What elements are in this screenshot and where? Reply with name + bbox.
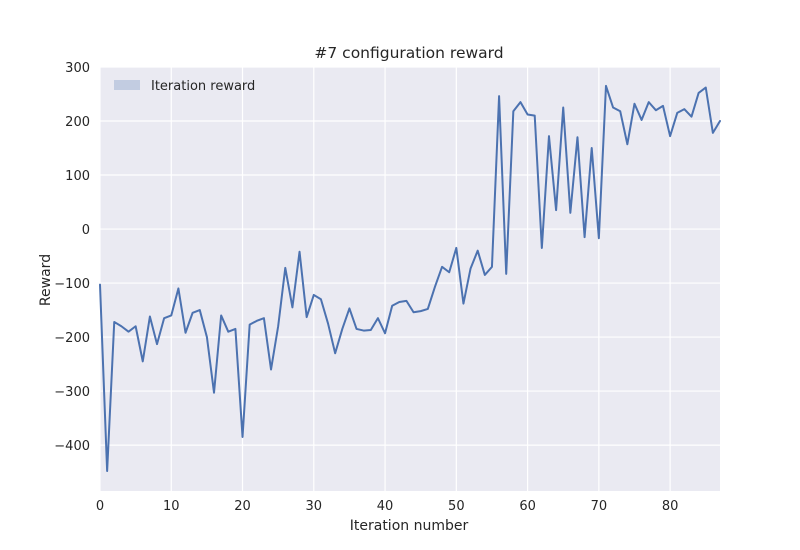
x-axis-label: Iteration number <box>350 518 469 534</box>
y-tick-label: 200 <box>65 115 90 130</box>
series-lines <box>99 84 721 473</box>
legend: Iteration reward <box>114 79 255 94</box>
x-tick-label: 50 <box>448 499 465 514</box>
x-tick-label: 30 <box>306 499 323 514</box>
y-tick-label: 100 <box>65 169 90 184</box>
y-tick-label: −400 <box>54 439 90 454</box>
legend-label: Iteration reward <box>151 79 255 94</box>
plot-area <box>100 67 720 491</box>
x-tick-label: 10 <box>163 499 180 514</box>
x-tick-label: 60 <box>519 499 536 514</box>
x-tick-label: 20 <box>234 499 251 514</box>
x-tick-label: 40 <box>377 499 394 514</box>
y-tick-label: −300 <box>54 385 90 400</box>
y-tick-label: 300 <box>65 61 90 76</box>
grid <box>99 66 720 491</box>
y-axis-ticks: −400 −300 −200 −100 0 100 200 300 <box>54 61 90 454</box>
y-tick-label: 0 <box>82 223 90 238</box>
x-tick-label: 0 <box>96 499 104 514</box>
x-tick-label: 70 <box>591 499 608 514</box>
y-tick-label: −200 <box>54 331 90 346</box>
x-tick-label: 80 <box>662 499 679 514</box>
series-line <box>99 84 721 473</box>
x-axis-ticks: 0 10 20 30 40 50 60 70 80 <box>96 499 679 514</box>
y-tick-label: −100 <box>54 277 90 292</box>
y-axis-label: Reward <box>38 254 54 306</box>
chart-title: #7 configuration reward <box>314 44 503 62</box>
legend-swatch <box>114 80 140 90</box>
